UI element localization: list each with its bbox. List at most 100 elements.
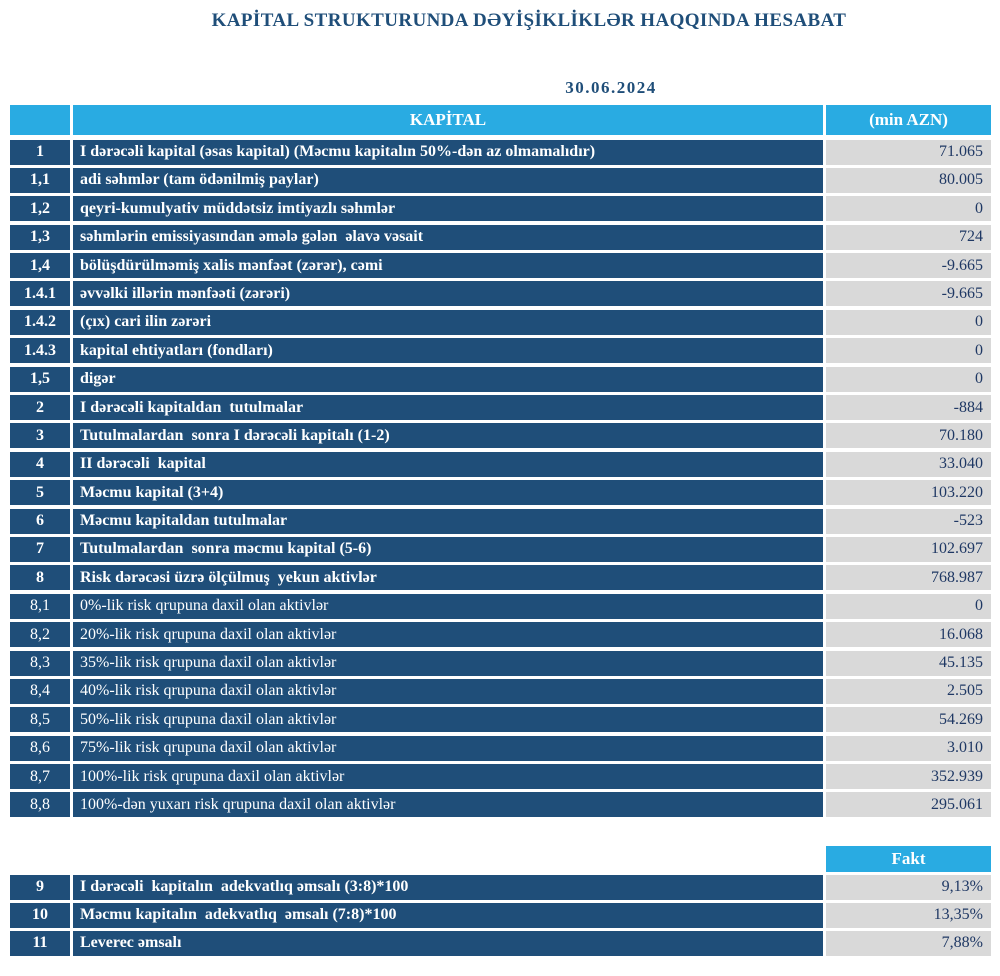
row-label-cell: kapital ehtiyatları (fondları): [73, 338, 823, 364]
table-row: 1,5 digər 0: [10, 366, 991, 392]
row-label-cell: Məcmu kapitaldan tutulmalar: [73, 508, 823, 534]
table-row: 8,2 20%-lik risk qrupuna daxil olan akti…: [10, 622, 991, 648]
row-number-cell: 4: [10, 451, 70, 477]
report-page: KAPİTAL STRUKTURUNDA DƏYİŞİKLİKLƏR HAQQI…: [0, 10, 1000, 976]
report-date: 30.06.2024: [565, 78, 657, 97]
row-value-cell: -884: [826, 395, 991, 421]
table-row: 3 Tutulmalardan sonra I dərəcəli kapital…: [10, 423, 991, 449]
row-number-cell: 10: [10, 902, 70, 928]
table-row: 10 Məcmu kapitalın adekvatlıq əmsalı (7:…: [10, 902, 991, 928]
table-row: 8 Risk dərəcəsi üzrə ölçülmuş yekun akti…: [10, 565, 991, 591]
table-row: 8,1 0%-lik risk qrupuna daxil olan aktiv…: [10, 593, 991, 619]
row-value-cell: -523: [826, 508, 991, 534]
table-row: 8,8 100%-dən yuxarı risk qrupuna daxil o…: [10, 792, 991, 818]
table-row: 4 II dərəcəli kapital 33.040: [10, 451, 991, 477]
row-number-cell: 1,1: [10, 167, 70, 193]
row-label-cell: Leverec əmsalı: [73, 930, 823, 956]
row-number-cell: 1,2: [10, 196, 70, 222]
table-row: 2 I dərəcəli kapitaldan tutulmalar -884: [10, 395, 991, 421]
row-value-cell: 2.505: [826, 678, 991, 704]
row-value-cell: 7,88%: [826, 930, 991, 956]
row-value-cell: 9,13%: [826, 874, 991, 900]
row-label-cell: 40%-lik risk qrupuna daxil olan aktivlər: [73, 678, 823, 704]
row-value-cell: 13,35%: [826, 902, 991, 928]
table-row: 1,2 qeyri-kumulyativ müddətsiz imtiyazlı…: [10, 196, 991, 222]
row-number-cell: 1: [10, 139, 70, 165]
row-label-cell: I dərəcəli kapitalın adekvatlıq əmsalı (…: [73, 874, 823, 900]
row-number-cell: 1,3: [10, 224, 70, 250]
ratios-header-row: Fakt: [10, 845, 991, 872]
ratios-header-blank-label: [73, 846, 823, 871]
row-number-cell: 8,6: [10, 735, 70, 761]
table-row: 5 Məcmu kapital (3+4) 103.220: [10, 480, 991, 506]
row-number-cell: 1.4.3: [10, 338, 70, 364]
ratios-header-blank-num: [10, 846, 70, 871]
row-number-cell: 1.4.2: [10, 309, 70, 335]
row-number-cell: 6: [10, 508, 70, 534]
table-row: 1.4.2 (çıx) cari ilin zərəri 0: [10, 309, 991, 335]
row-number-cell: 8,2: [10, 622, 70, 648]
row-number-cell: 2: [10, 395, 70, 421]
row-value-cell: 0: [826, 593, 991, 619]
table-row: 8,5 50%-lik risk qrupuna daxil olan akti…: [10, 707, 991, 733]
row-value-cell: 33.040: [826, 451, 991, 477]
section-gap: [0, 821, 1000, 846]
row-number-cell: 9: [10, 874, 70, 900]
row-value-cell: 70.180: [826, 423, 991, 449]
row-label-cell: Tutulmalardan sonra I dərəcəli kapitalı …: [73, 423, 823, 449]
table-row: 8,7 100%-lik risk qrupuna daxil olan akt…: [10, 764, 991, 790]
row-label-cell: I dərəcəli kapital (əsas kapital) (Məcmu…: [73, 139, 823, 165]
row-number-cell: 8,3: [10, 650, 70, 676]
row-number-cell: 7: [10, 536, 70, 562]
row-value-cell: -9.665: [826, 253, 991, 279]
table-row: 1,1 adi səhmlər (tam ödənilmiş paylar) 8…: [10, 167, 991, 193]
capital-table-body: 1 I dərəcəli kapital (əsas kapital) (Məc…: [10, 139, 991, 818]
row-label-cell: qeyri-kumulyativ müddətsiz imtiyazlı səh…: [73, 196, 823, 222]
row-label-cell: digər: [73, 366, 823, 392]
row-value-cell: 45.135: [826, 650, 991, 676]
table-row: 1.4.3 kapital ehtiyatları (fondları) 0: [10, 338, 991, 364]
row-label-cell: adi səhmlər (tam ödənilmiş paylar): [73, 167, 823, 193]
row-value-cell: 3.010: [826, 735, 991, 761]
page-title: KAPİTAL STRUKTURUNDA DƏYİŞİKLİKLƏR HAQQI…: [211, 10, 847, 31]
row-number-cell: 8,1: [10, 593, 70, 619]
row-label-cell: (çıx) cari ilin zərəri: [73, 309, 823, 335]
row-value-cell: 295.061: [826, 792, 991, 818]
row-label-cell: II dərəcəli kapital: [73, 451, 823, 477]
row-number-cell: 8: [10, 565, 70, 591]
row-label-cell: 100%-dən yuxarı risk qrupuna daxil olan …: [73, 792, 823, 818]
row-label-cell: 20%-lik risk qrupuna daxil olan aktivlər: [73, 622, 823, 648]
fakt-header-cell: Fakt: [826, 845, 991, 872]
row-number-cell: 8,8: [10, 792, 70, 818]
row-value-cell: 71.065: [826, 139, 991, 165]
row-label-cell: 50%-lik risk qrupuna daxil olan aktivlər: [73, 707, 823, 733]
row-number-cell: 1,5: [10, 366, 70, 392]
row-number-cell: 1.4.1: [10, 281, 70, 307]
header-num-cell: [10, 105, 70, 135]
row-value-cell: 103.220: [826, 480, 991, 506]
row-number-cell: 11: [10, 930, 70, 956]
row-label-cell: səhmlərin emissiyasından əmələ gələn əla…: [73, 224, 823, 250]
header-kapital-cell: KAPİTAL: [73, 105, 823, 135]
row-value-cell: 352.939: [826, 764, 991, 790]
header-unit-cell: (min AZN): [826, 105, 991, 135]
table-row: 1 I dərəcəli kapital (əsas kapital) (Məc…: [10, 139, 991, 165]
row-label-cell: Risk dərəcəsi üzrə ölçülmuş yekun aktivl…: [73, 565, 823, 591]
row-value-cell: 54.269: [826, 707, 991, 733]
table-row: 9 I dərəcəli kapitalın adekvatlıq əmsalı…: [10, 874, 991, 900]
row-label-cell: 100%-lik risk qrupuna daxil olan aktivlə…: [73, 764, 823, 790]
capital-table-header: KAPİTAL (min AZN): [10, 105, 991, 135]
row-value-cell: 0: [826, 338, 991, 364]
table-row: 8,4 40%-lik risk qrupuna daxil olan akti…: [10, 678, 991, 704]
capital-table: KAPİTAL (min AZN) 1 I dərəcəli kapital (…: [10, 105, 991, 818]
row-number-cell: 3: [10, 423, 70, 449]
row-label-cell: 35%-lik risk qrupuna daxil olan aktivlər: [73, 650, 823, 676]
table-row: 1,3 səhmlərin emissiyasından əmələ gələn…: [10, 224, 991, 250]
row-value-cell: 0: [826, 196, 991, 222]
table-row: 8,6 75%-lik risk qrupuna daxil olan akti…: [10, 735, 991, 761]
row-value-cell: 80.005: [826, 167, 991, 193]
row-value-cell: 16.068: [826, 622, 991, 648]
row-label-cell: I dərəcəli kapitaldan tutulmalar: [73, 395, 823, 421]
row-value-cell: 0: [826, 366, 991, 392]
row-label-cell: Məcmu kapitalın adekvatlıq əmsalı (7:8)*…: [73, 902, 823, 928]
